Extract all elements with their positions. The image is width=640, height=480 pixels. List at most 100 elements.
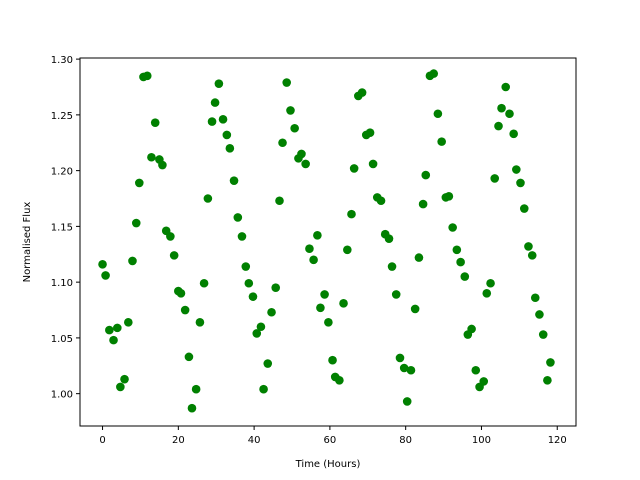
point [233, 213, 243, 222]
point [437, 137, 446, 146]
point [402, 397, 412, 406]
point [501, 82, 511, 92]
point [452, 245, 462, 255]
point [290, 123, 299, 133]
point [309, 255, 318, 265]
point [187, 403, 197, 413]
point [433, 109, 443, 119]
point [368, 159, 378, 169]
y-axis-label: Normalised Flux [22, 202, 33, 283]
point [538, 330, 548, 339]
point [414, 253, 424, 262]
point [256, 322, 266, 332]
point [486, 278, 495, 288]
point [516, 178, 525, 188]
point [339, 299, 348, 308]
point [101, 271, 110, 280]
point [444, 191, 454, 201]
point [128, 256, 137, 266]
y-tick-label: 1.25 [51, 111, 73, 122]
point [252, 329, 262, 338]
point [347, 209, 356, 219]
point [158, 160, 167, 170]
point [301, 159, 310, 169]
x-tick-label: 40 [248, 435, 261, 446]
point [530, 293, 540, 303]
point [271, 283, 281, 293]
plot-frame [79, 57, 577, 427]
y-tick-label: 1.10 [51, 278, 73, 289]
point [316, 303, 325, 313]
point [410, 304, 420, 314]
point [282, 78, 291, 87]
point [267, 307, 276, 317]
x-tick-label: 120 [548, 435, 567, 446]
point [384, 234, 394, 243]
point [328, 355, 337, 365]
point [195, 317, 205, 327]
point [297, 149, 306, 159]
point [176, 288, 186, 298]
point [349, 164, 359, 173]
point [497, 103, 506, 113]
point [225, 144, 235, 153]
point [421, 170, 431, 180]
point [286, 106, 295, 115]
point [505, 109, 514, 119]
point [120, 374, 129, 384]
point [109, 335, 118, 345]
point [365, 128, 375, 138]
point [218, 115, 228, 124]
y-tick-label: 1.00 [51, 390, 73, 401]
point [313, 231, 322, 240]
point [169, 251, 179, 260]
point [519, 204, 529, 213]
point [343, 245, 352, 255]
point [275, 196, 284, 206]
x-tick-label: 0 [99, 435, 105, 446]
point [199, 278, 209, 288]
point [135, 178, 144, 188]
point [448, 223, 457, 232]
point [509, 129, 518, 139]
point [191, 384, 201, 394]
point [482, 288, 492, 298]
x-axis-label: Time (Hours) [295, 459, 361, 470]
point [244, 278, 254, 288]
point [387, 262, 397, 271]
point [166, 232, 175, 241]
point [248, 292, 258, 301]
point [150, 118, 160, 127]
point [131, 218, 141, 228]
point [399, 363, 409, 373]
point [229, 176, 239, 185]
point [207, 117, 217, 126]
point [324, 317, 333, 327]
point [418, 199, 428, 209]
point [479, 377, 489, 386]
x-tick-label: 60 [324, 435, 337, 446]
point [113, 323, 122, 333]
point [357, 88, 367, 97]
point [546, 358, 555, 367]
point [305, 244, 314, 253]
point [180, 305, 190, 315]
point [494, 121, 503, 131]
point [376, 196, 386, 206]
point [98, 260, 107, 269]
point [406, 365, 416, 375]
point [467, 324, 476, 334]
point [105, 325, 114, 335]
point [214, 79, 224, 88]
point [512, 165, 521, 174]
point [524, 242, 533, 251]
point [241, 262, 251, 271]
point [222, 130, 232, 140]
point [147, 152, 156, 162]
x-tick-label: 100 [472, 435, 491, 446]
point [203, 194, 213, 203]
point [278, 138, 287, 148]
x-tick-label: 20 [172, 435, 185, 446]
y-tick-label: 1.15 [51, 222, 73, 233]
